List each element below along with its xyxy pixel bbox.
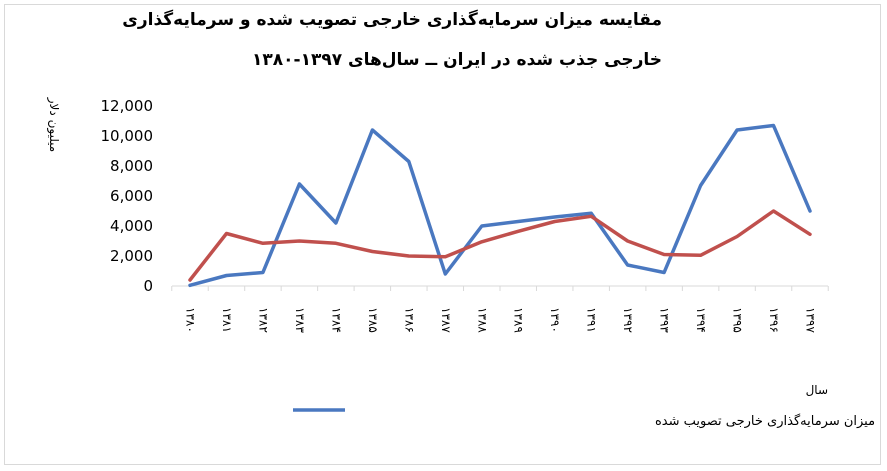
x-tick-label: ۱۳۹۴	[694, 307, 708, 333]
y-tick-label: 4,000	[110, 217, 153, 235]
series-line-2	[188, 209, 812, 282]
x-tick-label: ۱۳۸۰	[184, 307, 198, 333]
y-tick-label: 10,000	[101, 127, 154, 145]
x-axis-ticks: ۱۳۸۰ ۱۳۸۱ ۱۳۸۲ ۱۳۸۳ ۱۳۸۴ ۱۳۸۵ ۱۳۸۶ ۱۳۸۷ ۱۳۸۸ ۱۳۸۹…	[171, 286, 829, 333]
x-tick-label: ۱۳۹۷	[804, 307, 818, 333]
chart-title-line-2: خارجی جذب شده در ایران ــ سال‌های ۱۳۹۷-۱…	[252, 50, 662, 70]
legend: میزان سرمایه‌گذاری خارجی تصویب شده	[293, 408, 875, 429]
x-tick-label: ۱۳۸۵	[366, 307, 380, 333]
x-tick-label: ۱۳۹۲	[621, 307, 635, 333]
y-tick-label: 0	[143, 277, 153, 295]
x-tick-label: ۱۳۸۷	[439, 307, 453, 333]
series-line-1	[188, 123, 812, 288]
y-tick-label: 12,000	[101, 97, 154, 115]
y-tick-label: 6,000	[110, 187, 153, 205]
x-tick-label: ۱۳۹۱	[585, 307, 599, 333]
x-tick-label: ۱۳۸۹	[512, 307, 526, 333]
y-axis-ticks: 0 2,000 4,000 6,000 8,000 10,000 12,000	[101, 97, 154, 295]
legend-label-approved: میزان سرمایه‌گذاری خارجی تصویب شده	[655, 413, 875, 429]
x-tick-label: ۱۳۸۲	[256, 307, 270, 333]
x-tick-label: ۱۳۸۸	[475, 307, 489, 333]
x-axis-title: سال	[806, 383, 828, 397]
series-layer	[188, 123, 812, 288]
chart-frame	[4, 4, 881, 465]
chart-title-line-1: مقایسه میزان سرمایه‌گذاری خارجی تصویب شد…	[122, 10, 662, 30]
y-tick-label: 2,000	[110, 247, 153, 265]
x-tick-label: ۱۳۸۳	[293, 307, 307, 333]
x-tick-label: ۱۳۸۴	[329, 307, 343, 333]
y-tick-label: 8,000	[110, 157, 153, 175]
x-tick-label: ۱۳۹۰	[548, 307, 562, 333]
x-tick-label: ۱۳۹۳	[658, 307, 672, 333]
x-tick-label: ۱۳۸۶	[402, 307, 416, 333]
y-axis-title: میلیون دلار	[46, 97, 61, 152]
x-tick-label: ۱۳۹۶	[767, 307, 781, 333]
x-tick-label: ۱۳۹۵	[731, 307, 745, 333]
x-tick-label: ۱۳۸۱	[220, 307, 234, 333]
